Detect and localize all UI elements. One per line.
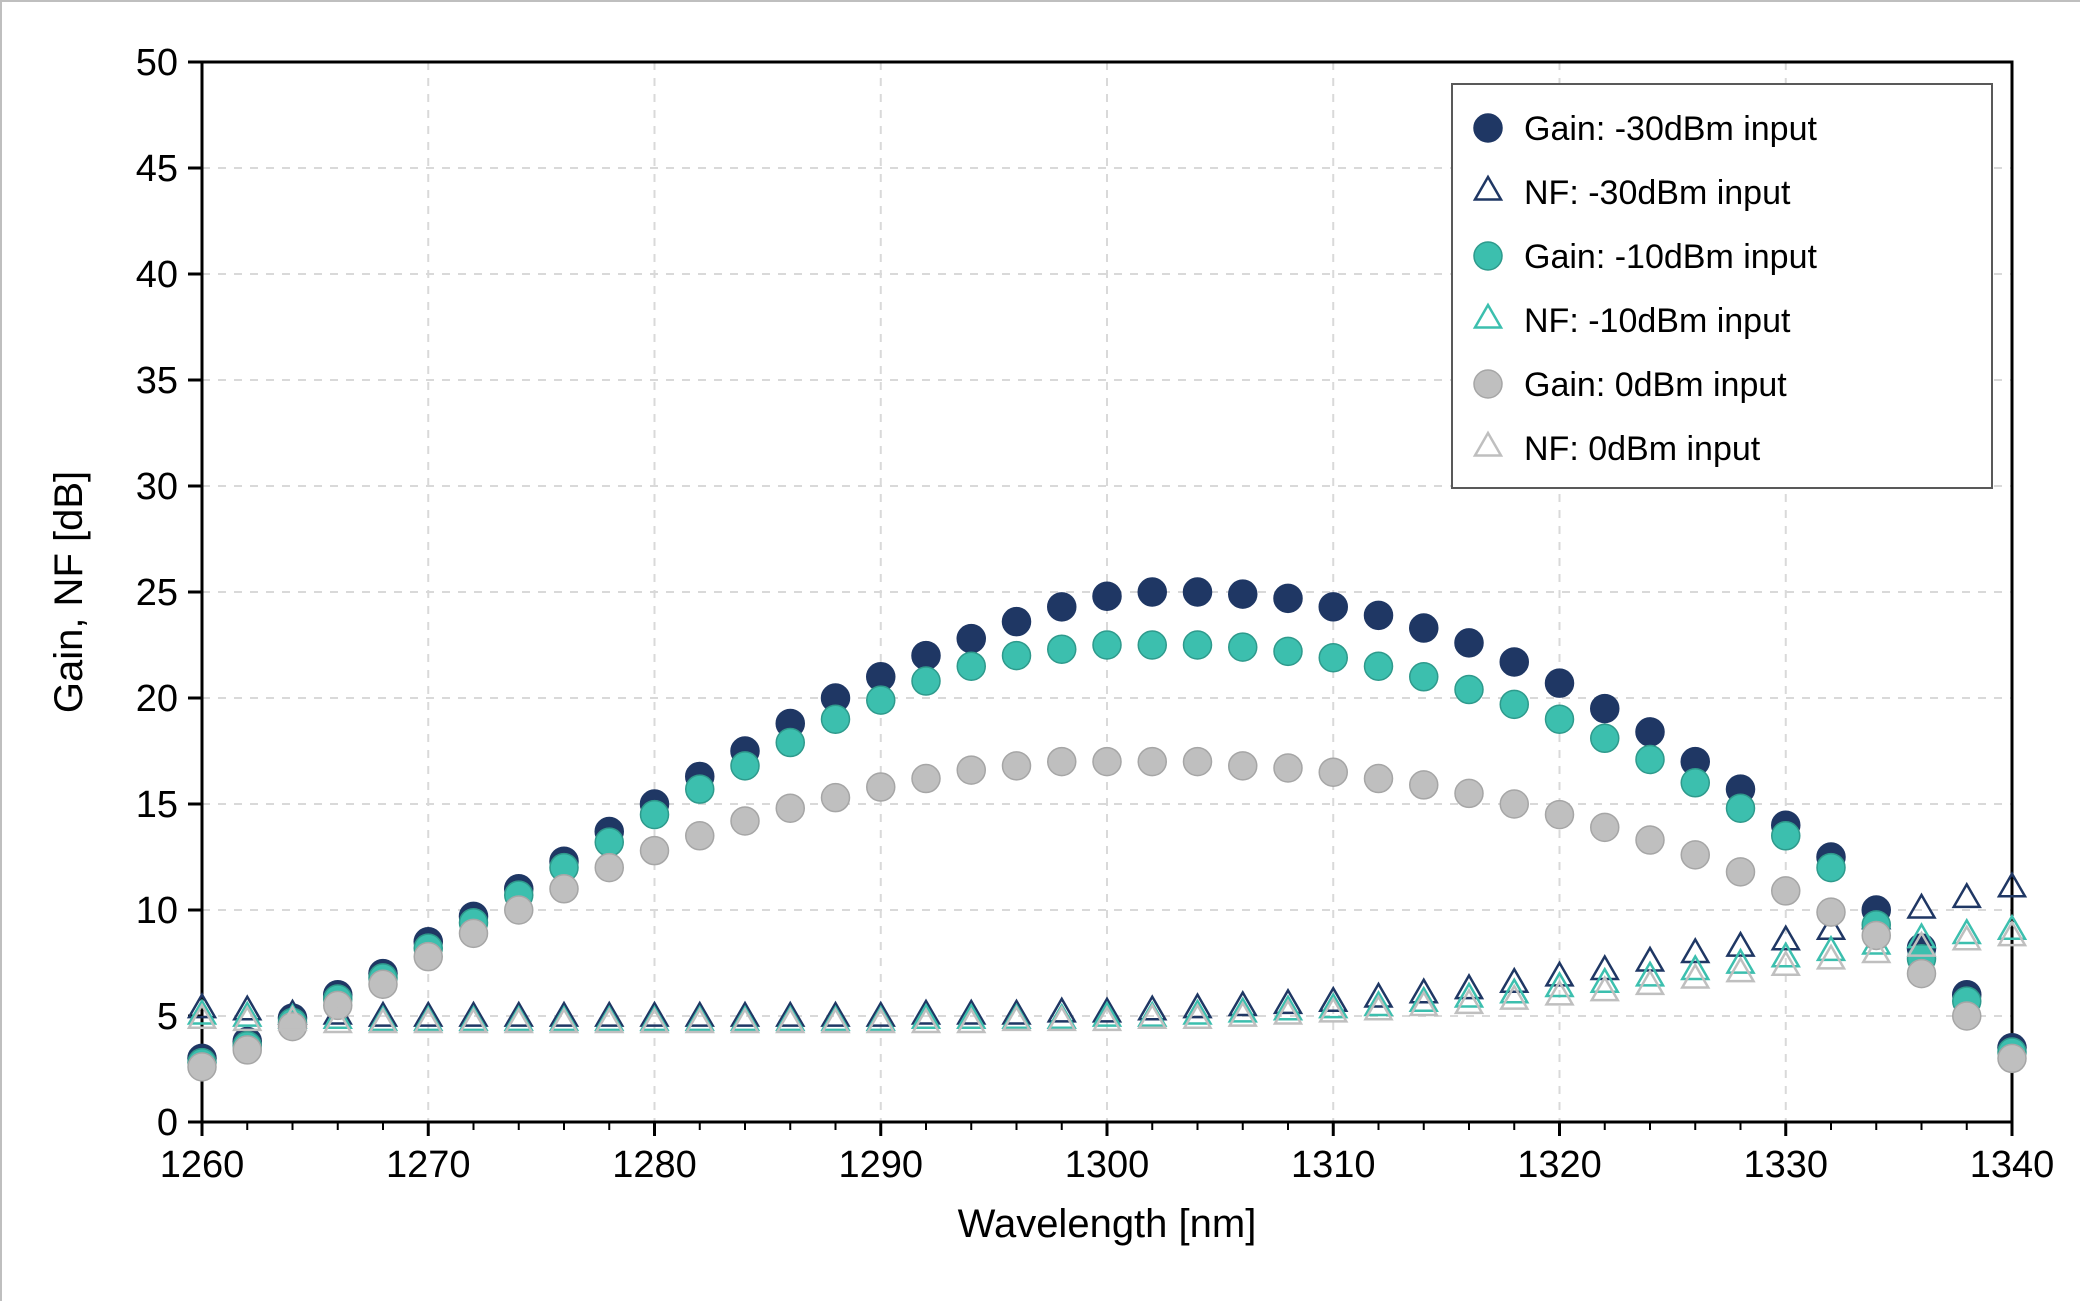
y-tick-label: 35 [136, 360, 178, 402]
x-tick-label: 1330 [1743, 1144, 1828, 1186]
y-tick-label: 5 [157, 996, 178, 1038]
x-tick-label: 1310 [1291, 1144, 1376, 1186]
y-tick-label: 45 [136, 148, 178, 190]
legend-label: NF: -30dBm input [1524, 174, 1791, 212]
legend-label: Gain: -30dBm input [1524, 110, 1817, 148]
chart-container: 1260 1270 1280 1290 1300 1310 1320 1330 1340 0 5 10… [0, 0, 2080, 1301]
y-tick-label: 50 [136, 42, 178, 84]
legend-label: NF: 0dBm input [1524, 430, 1761, 468]
legend: Gain: -30dBm input NF: -30dBm input Gain: … [1452, 84, 1992, 488]
legend-label: Gain: 0dBm input [1524, 366, 1787, 404]
y-tick-label: 20 [136, 678, 178, 720]
x-tick-label: 1320 [1517, 1144, 1602, 1186]
x-axis-label: Wavelength [nm] [958, 1202, 1257, 1246]
y-tick-label: 15 [136, 784, 178, 826]
y-tick-label: 10 [136, 890, 178, 932]
legend-label: NF: -10dBm input [1524, 302, 1791, 340]
y-tick-label: 0 [157, 1102, 178, 1144]
y-tick-label: 25 [136, 572, 178, 614]
legend-label: Gain: -10dBm input [1524, 238, 1817, 276]
y-axis-label: Gain, NF [dB] [47, 471, 91, 713]
x-tick-label: 1260 [160, 1144, 245, 1186]
y-tick-label: 40 [136, 254, 178, 296]
x-tick-label: 1290 [838, 1144, 923, 1186]
y-tick-label: 30 [136, 466, 178, 508]
gain-nf-chart: 1260 1270 1280 1290 1300 1310 1320 1330 1340 0 5 10… [2, 2, 2080, 1303]
x-tick-label: 1280 [612, 1144, 697, 1186]
x-tick-label: 1270 [386, 1144, 471, 1186]
x-tick-label: 1300 [1065, 1144, 1150, 1186]
x-tick-label: 1340 [1970, 1144, 2055, 1186]
